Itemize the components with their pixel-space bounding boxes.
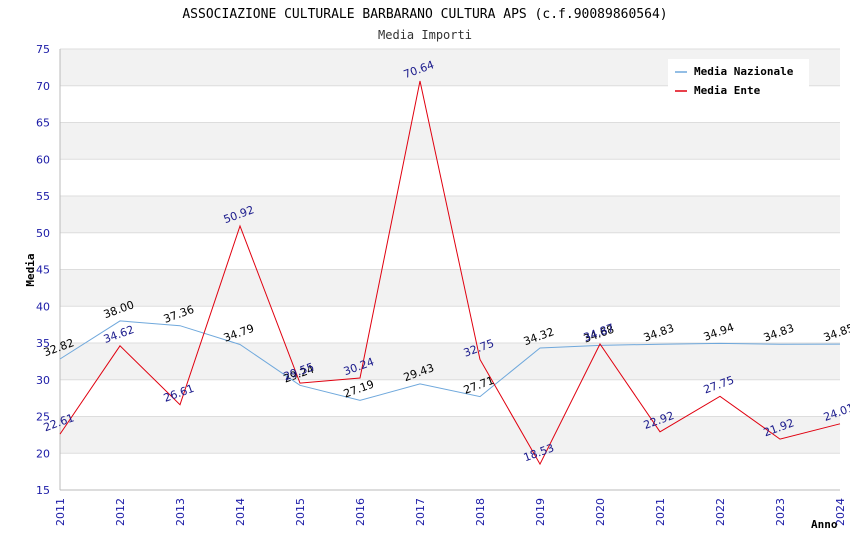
- x-tick-label: 2021: [654, 498, 667, 526]
- y-tick-label: 25: [36, 411, 50, 424]
- x-axis-label: Anno: [811, 518, 838, 531]
- y-tick-label: 70: [36, 80, 50, 93]
- grid-band: [60, 416, 840, 454]
- grid-band: [60, 232, 840, 270]
- legend-box: [668, 59, 809, 87]
- x-axis-ticks: 2011 2012 2013 2014 2015 2016 2017 2018 2019 2020…: [54, 498, 847, 526]
- legend-label-ente: Media Ente: [694, 84, 761, 97]
- legend-label-nazionale: Media Nazionale: [694, 65, 794, 78]
- grid-bands: [60, 49, 840, 490]
- grid-band: [60, 122, 840, 160]
- x-tick-label: 2022: [714, 498, 727, 526]
- grid-band: [60, 159, 840, 196]
- y-tick-label: 35: [36, 337, 50, 350]
- chart-title: ASSOCIAZIONE CULTURALE BARBARANO CULTURA…: [182, 7, 667, 22]
- x-tick-label: 2014: [234, 498, 247, 526]
- series-line-media-ente: [59, 80, 841, 466]
- y-tick-label: 50: [36, 227, 50, 240]
- chart-subtitle: Media Importi: [378, 28, 472, 42]
- y-tick-label: 40: [36, 300, 50, 313]
- x-tick-label: 2020: [594, 498, 607, 526]
- series-lines: [59, 80, 841, 466]
- grid-band: [60, 269, 840, 307]
- y-axis-ticks: 15 20 25 30 35 40 45 50 55 60 65 70 75: [36, 43, 50, 497]
- legend: Media Nazionale Media Ente: [668, 59, 809, 97]
- grid-band: [60, 379, 840, 417]
- y-axis-label: Media: [24, 253, 37, 286]
- grid-band: [60, 343, 840, 380]
- y-tick-label: 65: [36, 117, 50, 130]
- y-tick-label: 45: [36, 264, 50, 277]
- y-tick-label: 60: [36, 153, 50, 166]
- x-tick-label: 2016: [354, 498, 367, 526]
- x-tick-label: 2024: [834, 498, 847, 526]
- x-tick-label: 2018: [474, 498, 487, 526]
- x-tick-label: 2012: [114, 498, 127, 526]
- grid-band: [60, 196, 840, 233]
- x-tick-label: 2019: [534, 498, 547, 526]
- series-line-media-nazionale: [59, 320, 841, 401]
- x-tick-label: 2023: [774, 498, 787, 526]
- grid-band: [60, 85, 840, 123]
- y-tick-label: 30: [36, 374, 50, 387]
- y-tick-label: 55: [36, 190, 50, 203]
- axes: [59, 49, 840, 491]
- x-tick-label: 2011: [54, 498, 67, 526]
- y-tick-label: 75: [36, 43, 50, 56]
- y-tick-label: 20: [36, 447, 50, 460]
- x-tick-label: 2017: [414, 498, 427, 526]
- y-tick-label: 15: [36, 484, 50, 497]
- grid-band: [60, 306, 840, 343]
- x-tick-label: 2013: [174, 498, 187, 526]
- grid-band: [60, 453, 840, 490]
- x-tick-label: 2015: [294, 498, 307, 526]
